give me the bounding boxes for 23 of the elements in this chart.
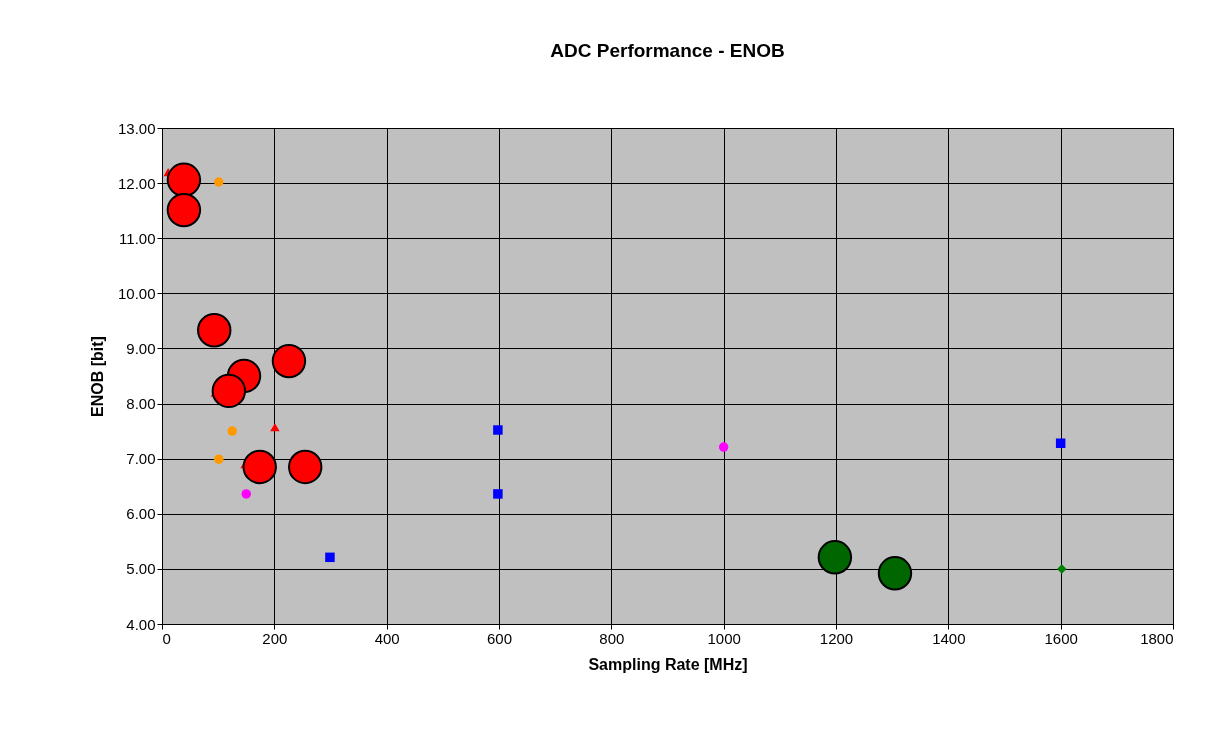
y-tick-label: 5.00	[126, 560, 156, 578]
x-tick-label: 1600	[1044, 629, 1078, 647]
x-tick-label: 0	[162, 629, 171, 647]
x-tick-label: 400	[374, 629, 400, 647]
y-tick-label: 7.00	[126, 450, 156, 468]
y-tick-label: 8.00	[126, 395, 156, 413]
y-tick-label: 12.00	[117, 174, 156, 192]
x-tick-label: 200	[262, 629, 288, 647]
x-tick-label: 800	[599, 629, 625, 647]
x-tick-label: 600	[486, 629, 513, 647]
x-tick-label: 1400	[932, 629, 966, 647]
x-tick-label: 1800	[1140, 629, 1174, 647]
y-axis-title: ENOB [bit]	[88, 336, 106, 417]
chart-title: ADC Performance - ENOB	[550, 40, 785, 61]
y-tick-label: 4.00	[126, 615, 156, 633]
y-tick-label: 9.00	[126, 339, 156, 357]
x-tick-label: 1000	[707, 629, 741, 647]
y-tick-label: 11.00	[119, 229, 156, 247]
y-tick-label: 10.00	[117, 284, 156, 302]
x-axis-title: Sampling Rate [MHz]	[588, 655, 748, 673]
x-tick-label: 1200	[819, 629, 854, 647]
y-tick-label: 13.00	[117, 119, 156, 137]
y-tick-label: 6.00	[126, 505, 156, 523]
